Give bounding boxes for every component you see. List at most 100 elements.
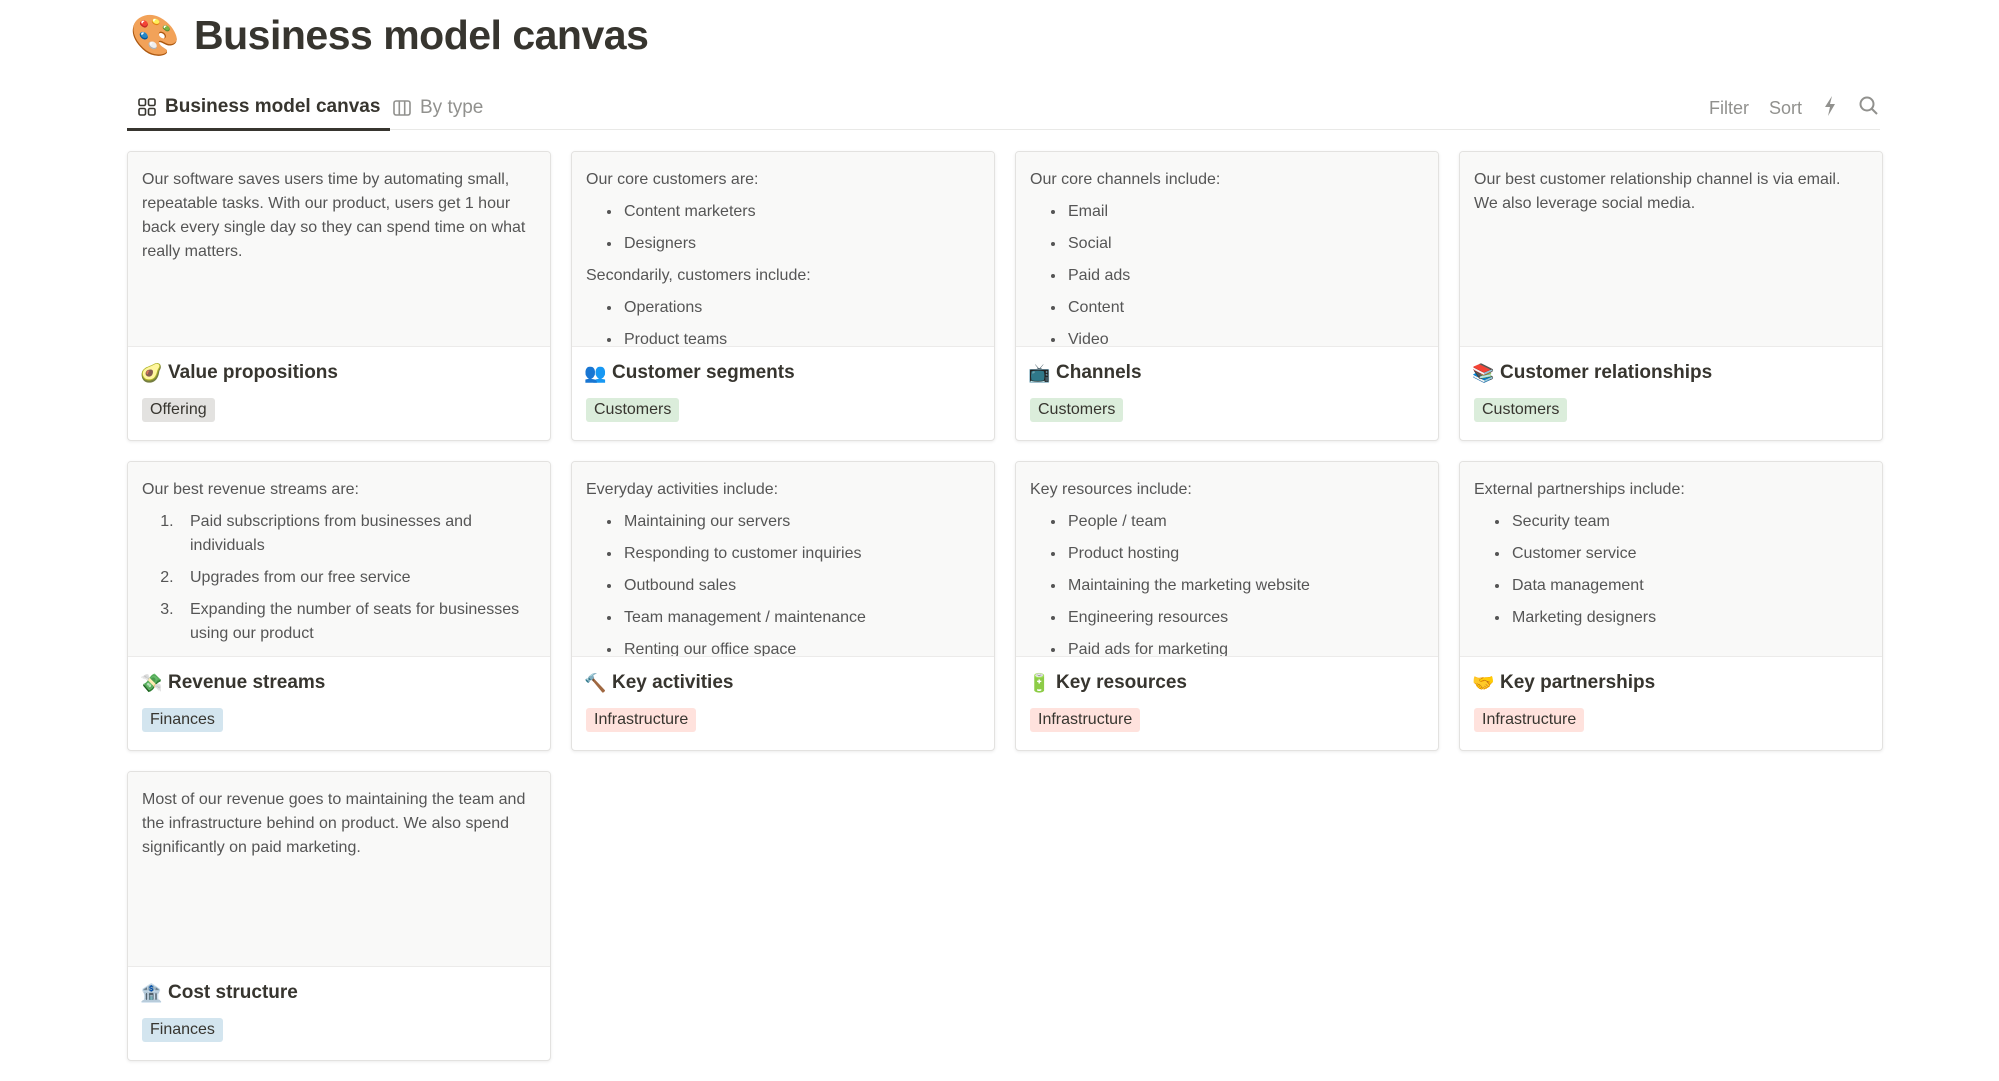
list-item: Security team (1510, 510, 1868, 534)
gallery-card[interactable]: Most of our revenue goes to maintaining … (127, 771, 551, 1061)
preview-text: Key resources include: (1030, 481, 1192, 498)
list-item: Maintaining the marketing website (1066, 574, 1424, 598)
gallery-card[interactable]: Our best revenue streams are: Paid subscr… (127, 461, 551, 751)
card-preview: Key resources include: People / team Produ… (1016, 462, 1438, 657)
gallery-card[interactable]: Everyday activities include: Maintaining … (571, 461, 995, 751)
card-footer: 🤝 Key partnerships Infrastructure (1460, 657, 1882, 732)
preview-text: Our core channels include: (1030, 171, 1221, 188)
card-preview: Everyday activities include: Maintaining … (572, 462, 994, 657)
card-name: Key activities (612, 672, 734, 693)
view-tabs: Business model canvas By type Filter Sor… (127, 86, 1880, 131)
card-name: Customer segments (612, 362, 795, 383)
type-tag: Infrastructure (1474, 708, 1585, 732)
card-emoji-icon: 🔋 (1028, 672, 1051, 693)
card-name: Revenue streams (168, 672, 326, 693)
card-footer: 🏦 Cost structure Finances (128, 967, 550, 1042)
list-item: Video (1066, 328, 1424, 346)
search-icon[interactable] (1858, 95, 1880, 122)
list-item: Email (1066, 200, 1424, 224)
tab-label: Business model canvas (165, 96, 381, 117)
list-item: Outbound sales (622, 574, 980, 598)
list-item: Operations (622, 296, 980, 320)
board-icon (393, 100, 411, 116)
gallery-grid: Our software saves users time by automat… (127, 151, 1883, 1061)
card-footer: 📚 Customer relationships Customers (1460, 347, 1882, 422)
card-title: 📺 Channels (1028, 359, 1426, 387)
tab-label: By type (420, 97, 484, 118)
gallery-card[interactable]: Our core customers are: Content marketers… (571, 151, 995, 441)
card-emoji-icon: 📺 (1028, 362, 1051, 383)
list-item: Product teams (622, 328, 980, 346)
view-toolbar: Filter Sort (1709, 86, 1880, 130)
list-item: Engineering resources (1066, 606, 1424, 630)
gallery-card[interactable]: Our best customer relationship channel i… (1459, 151, 1883, 441)
card-name: Key resources (1056, 672, 1187, 693)
list-item: People / team (1066, 510, 1424, 534)
card-preview: Our core channels include: Email Social Pai… (1016, 152, 1438, 347)
gallery-icon (138, 98, 156, 116)
numbered-list: Paid subscriptions from businesses and i… (142, 510, 536, 646)
list-item: Paid subscriptions from businesses and i… (178, 510, 536, 558)
card-name: Cost structure (168, 982, 298, 1003)
list-item: Expanding the number of seats for busine… (178, 598, 536, 646)
sort-button[interactable]: Sort (1768, 97, 1802, 118)
card-emoji-icon: 👥 (584, 362, 607, 383)
list-item: Product hosting (1066, 542, 1424, 566)
list-item: Marketing designers (1510, 606, 1868, 630)
card-footer: 📺 Channels Customers (1016, 347, 1438, 422)
list-item: Paid ads for marketing (1066, 638, 1424, 656)
card-emoji-icon: 🔨 (584, 672, 607, 693)
card-preview: Our core customers are: Content marketers… (572, 152, 994, 347)
bulleted-list: Maintaining our servers Responding to cus… (586, 510, 980, 656)
preview-text: Everyday activities include: (586, 481, 779, 498)
card-emoji-icon: 🥑 (140, 362, 163, 383)
gallery-card[interactable]: Key resources include: People / team Produ… (1015, 461, 1439, 751)
card-footer: 🥑 Value propositions Offering (128, 347, 550, 422)
list-item: Paid ads (1066, 264, 1424, 288)
card-footer: 👥 Customer segments Customers (572, 347, 994, 422)
filter-button[interactable]: Filter (1708, 97, 1749, 118)
card-title: 👥 Customer segments (584, 359, 982, 387)
card-footer: 🔨 Key activities Infrastructure (572, 657, 994, 732)
card-name: Channels (1056, 362, 1142, 383)
page-header: 🎨 Business model canvas (130, 12, 649, 59)
preview-text: Our core customers are: (586, 171, 759, 188)
preview-text: External partnerships include: (1474, 481, 1685, 498)
card-preview: External partnerships include: Security t… (1460, 462, 1882, 657)
card-emoji-icon: 💸 (140, 672, 163, 693)
preview-text: Most of our revenue goes to maintaining … (142, 791, 526, 856)
list-item: Team management / maintenance (622, 606, 980, 630)
tab-business-model-canvas[interactable]: Business model canvas (127, 86, 391, 131)
card-title: 🔨 Key activities (584, 669, 982, 697)
gallery-card[interactable]: Our core channels include: Email Social Pai… (1015, 151, 1439, 441)
card-name: Value propositions (168, 362, 338, 383)
preview-text: Our software saves users time by automat… (142, 171, 526, 260)
type-tag: Customers (1474, 398, 1568, 422)
card-emoji-icon: 🤝 (1472, 672, 1495, 693)
card-preview: Most of our revenue goes to maintaining … (128, 772, 550, 967)
type-tag: Infrastructure (586, 708, 697, 732)
card-title: 🔋 Key resources (1028, 669, 1426, 697)
card-preview: Our software saves users time by automat… (128, 152, 550, 347)
card-name: Key partnerships (1500, 672, 1656, 693)
page-title[interactable]: Business model canvas (194, 12, 649, 58)
card-title: 🏦 Cost structure (140, 979, 538, 1007)
card-name: Customer relationships (1500, 362, 1713, 383)
list-item: Social (1066, 232, 1424, 256)
bulleted-list: Content marketers Designers (586, 200, 980, 256)
type-tag: Customers (1030, 398, 1124, 422)
lightning-icon[interactable] (1822, 95, 1838, 122)
type-tag: Offering (142, 398, 215, 422)
gallery-card[interactable]: Our software saves users time by automat… (127, 151, 551, 441)
card-footer: 💸 Revenue streams Finances (128, 657, 550, 732)
list-item: Content (1066, 296, 1424, 320)
card-title: 📚 Customer relationships (1472, 359, 1870, 387)
card-footer: 🔋 Key resources Infrastructure (1016, 657, 1438, 732)
card-preview: Our best revenue streams are: Paid subscr… (128, 462, 550, 657)
palette-icon[interactable]: 🎨 (130, 14, 180, 58)
card-emoji-icon: 🏦 (140, 982, 163, 1003)
bulleted-list: Security team Customer service Data manage… (1474, 510, 1868, 630)
gallery-card[interactable]: External partnerships include: Security t… (1459, 461, 1883, 751)
list-item: Upgrades from our free service (178, 566, 536, 590)
tab-by-type[interactable]: By type (382, 86, 493, 130)
